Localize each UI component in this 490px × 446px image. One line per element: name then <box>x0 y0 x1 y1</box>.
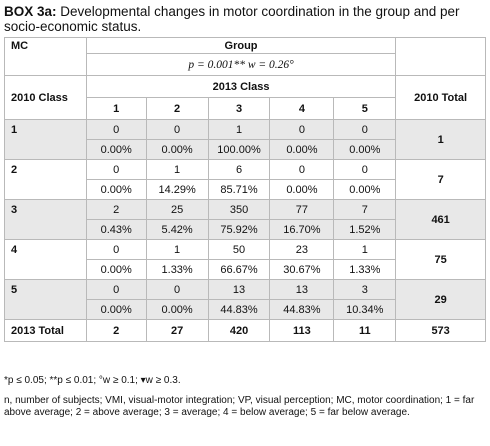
group-header: Group <box>85 37 397 54</box>
column-total: 2 <box>85 319 147 342</box>
percent-cell: 0.00% <box>85 299 147 320</box>
table-row-percents: 0.43% 5.42% 75.92% 16.70% 1.52% <box>5 219 486 240</box>
percent-cell: 1.52% <box>333 219 397 240</box>
percent-cell: 14.29% <box>145 179 209 200</box>
row-total: 75 <box>395 239 486 280</box>
box-caption: BOX 3a: Developmental changes in motor c… <box>4 4 486 34</box>
percent-cell: 0.00% <box>85 179 147 200</box>
table-row-percents: 0.00% 1.33% 66.67% 30.67% 1.33% <box>5 259 486 280</box>
col-group-header: 2013 Class <box>85 75 397 98</box>
percent-cell: 30.67% <box>269 259 335 280</box>
count-cell: 77 <box>269 199 335 220</box>
motor-coordination-table: MC Group p = 0.001** w = 0.26° 2010 Clas… <box>4 37 486 342</box>
count-cell: 0 <box>85 239 147 260</box>
row-label: 5 <box>4 279 87 320</box>
total-row: 2013 Total 2 27 420 113 11 573 <box>4 319 486 342</box>
column-total: 27 <box>145 319 209 342</box>
percent-cell: 0.00% <box>333 139 397 160</box>
row-label: 2 <box>4 159 87 200</box>
percent-cell: 10.34% <box>333 299 397 320</box>
percent-cell: 1.33% <box>333 259 397 280</box>
percent-cell: 66.67% <box>207 259 271 280</box>
count-cell: 0 <box>269 119 335 140</box>
count-cell: 50 <box>207 239 271 260</box>
count-cell: 0 <box>85 279 147 300</box>
caption-label: BOX 3a: <box>4 4 57 19</box>
count-cell: 1 <box>207 119 271 140</box>
count-cell: 23 <box>269 239 335 260</box>
count-cell: 2 <box>85 199 147 220</box>
column-total: 11 <box>333 319 397 342</box>
row-total: 29 <box>395 279 486 320</box>
mc-header: MC <box>4 37 87 76</box>
percent-cell: 0.00% <box>333 179 397 200</box>
column-total: 113 <box>269 319 335 342</box>
count-cell: 3 <box>333 279 397 300</box>
percent-cell: 0.43% <box>85 219 147 240</box>
column-number-4: 4 <box>269 97 335 120</box>
column-total: 420 <box>207 319 271 342</box>
percent-cell: 0.00% <box>145 299 209 320</box>
percent-cell: 0.00% <box>269 139 335 160</box>
percent-cell: 100.00% <box>207 139 271 160</box>
stat-line: p = 0.001** w = 0.26° <box>85 53 397 76</box>
percent-cell: 75.92% <box>207 219 271 240</box>
total-header: 2010 Total <box>395 75 486 120</box>
table-row-counts: 3 2 25 350 77 7 461 <box>4 199 486 240</box>
count-cell: 7 <box>333 199 397 220</box>
row-label: 4 <box>4 239 87 280</box>
percent-cell: 44.83% <box>269 299 335 320</box>
count-cell: 1 <box>145 239 209 260</box>
row-header: 2010 Class <box>4 75 87 120</box>
table-row-counts: 5 0 0 13 13 3 29 <box>4 279 486 320</box>
total-row-label: 2013 Total <box>4 319 87 342</box>
count-cell: 0 <box>85 159 147 180</box>
table-row-counts: 4 0 1 50 23 1 75 <box>4 239 486 280</box>
row-label: 1 <box>4 119 87 160</box>
percent-cell: 0.00% <box>269 179 335 200</box>
percent-cell: 85.71% <box>207 179 271 200</box>
count-cell: 0 <box>333 119 397 140</box>
column-number-2: 2 <box>145 97 209 120</box>
percent-cell: 16.70% <box>269 219 335 240</box>
significance-note: *p ≤ 0.05; **p ≤ 0.01; °w ≥ 0.1; ▾w ≥ 0.… <box>4 375 181 386</box>
percent-cell: 0.00% <box>145 139 209 160</box>
abbreviations-note: n, number of subjects; VMI, visual-motor… <box>4 395 475 418</box>
count-cell: 0 <box>333 159 397 180</box>
count-cell: 6 <box>207 159 271 180</box>
table-row-percents: 0.00% 14.29% 85.71% 0.00% 0.00% <box>5 179 486 200</box>
percent-cell: 5.42% <box>145 219 209 240</box>
percent-cell: 44.83% <box>207 299 271 320</box>
count-cell: 13 <box>269 279 335 300</box>
count-cell: 0 <box>145 119 209 140</box>
count-cell: 0 <box>85 119 147 140</box>
percent-cell: 1.33% <box>145 259 209 280</box>
percent-cell: 0.00% <box>85 139 147 160</box>
count-cell: 25 <box>145 199 209 220</box>
total-header-spacer <box>395 37 486 76</box>
column-number-3: 3 <box>207 97 271 120</box>
count-cell: 1 <box>333 239 397 260</box>
column-number-1: 1 <box>85 97 147 120</box>
count-cell: 350 <box>207 199 271 220</box>
table-row-percents: 0.00% 0.00% 44.83% 44.83% 10.34% <box>5 299 486 320</box>
count-cell: 0 <box>145 279 209 300</box>
row-total: 461 <box>395 199 486 240</box>
count-cell: 13 <box>207 279 271 300</box>
count-cell: 0 <box>269 159 335 180</box>
column-number-5: 5 <box>333 97 397 120</box>
table-row-percents: 0.00% 0.00% 100.00% 0.00% 0.00% <box>5 139 486 160</box>
grand-total: 573 <box>395 319 486 342</box>
count-cell: 1 <box>145 159 209 180</box>
caption-text: Developmental changes in motor coordinat… <box>4 4 460 34</box>
row-total: 1 <box>395 119 486 160</box>
row-label: 3 <box>4 199 87 240</box>
row-total: 7 <box>395 159 486 200</box>
percent-cell: 0.00% <box>85 259 147 280</box>
